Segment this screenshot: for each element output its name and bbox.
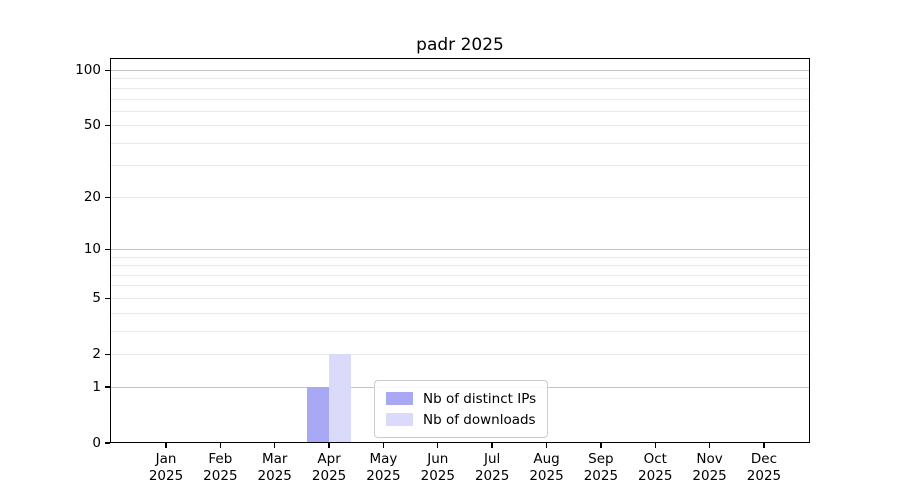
gridline-minor-4: [110, 312, 810, 314]
x-tick-label-apr: Apr 2025: [311, 451, 347, 484]
gridline-major-10: [110, 249, 810, 250]
y-tick-label-1: 1: [92, 378, 101, 395]
legend-item-distinct-ips: Nb of distinct IPs: [386, 388, 536, 409]
gridline-minor-20: [110, 196, 810, 198]
x-tick-label-oct: Oct 2025: [638, 451, 673, 484]
legend: Nb of distinct IPs Nb of downloads: [374, 380, 549, 438]
gridline-major-100: [110, 70, 810, 72]
bar-apr-downloads: [329, 354, 351, 443]
gridline-minor-80: [110, 87, 810, 89]
gridline-minor-70: [110, 98, 810, 100]
x-tick-label-nov: Nov 2025: [692, 451, 727, 484]
gridline-minor-60: [110, 110, 810, 112]
legend-item-downloads: Nb of downloads: [386, 409, 536, 430]
x-tick-may: [382, 443, 385, 448]
x-tick-jun: [437, 443, 439, 448]
x-tick-label-may: May 2025: [366, 451, 401, 484]
gridline-minor-6: [110, 285, 810, 287]
y-tick-100: [105, 69, 110, 72]
x-tick-aug: [545, 443, 548, 448]
y-tick-label-100: 100: [75, 62, 101, 79]
legend-label-distinct-ips: Nb of distinct IPs: [423, 390, 537, 407]
x-tick-nov: [708, 443, 711, 448]
y-tick-0: [105, 442, 110, 444]
gridline-minor-7: [110, 274, 810, 276]
y-tick-label-20: 20: [83, 188, 101, 205]
x-tick-label-jun: Jun 2025: [420, 451, 455, 484]
x-tick-label-sep: Sep 2025: [583, 451, 619, 484]
x-tick-oct: [654, 443, 656, 448]
gridline-minor-3: [110, 330, 810, 332]
gridline-minor-8: [110, 265, 810, 267]
x-tick-label-feb: Feb 2025: [203, 451, 238, 484]
x-tick-apr: [328, 443, 330, 448]
gridline-minor-9: [110, 256, 810, 258]
bar-apr-distinct-ips: [307, 387, 330, 443]
gridline-minor-2: [110, 353, 810, 355]
y-tick-20: [105, 196, 110, 198]
y-tick-label-5: 5: [92, 289, 101, 306]
gridline-minor-40: [110, 142, 810, 144]
plot-area: Nb of distinct IPs Nb of downloads: [110, 58, 810, 443]
chart-title: padr 2025: [416, 35, 504, 55]
y-tick-5: [105, 297, 110, 300]
y-tick-label-10: 10: [83, 240, 101, 257]
legend-swatch-downloads: [386, 413, 413, 426]
x-tick-label-aug: Aug 2025: [529, 451, 564, 484]
gridline-minor-5: [110, 297, 810, 299]
legend-label-downloads: Nb of downloads: [423, 411, 536, 428]
gridline-minor-90: [110, 78, 810, 80]
y-tick-50: [105, 124, 110, 127]
x-tick-jan: [165, 443, 167, 448]
gridline-minor-50: [110, 125, 810, 127]
y-tick-label-50: 50: [83, 117, 101, 134]
y-tick-1: [105, 386, 110, 388]
y-tick-label-0: 0: [92, 434, 101, 451]
x-tick-dec: [763, 443, 765, 448]
y-tick-10: [105, 248, 110, 251]
x-tick-feb: [219, 443, 222, 448]
x-tick-sep: [600, 443, 602, 448]
x-tick-label-jul: Jul 2025: [474, 451, 510, 484]
x-tick-label-dec: Dec 2025: [746, 451, 782, 484]
legend-swatch-distinct-ips: [386, 392, 413, 405]
x-tick-label-mar: Mar 2025: [257, 451, 292, 484]
x-tick-jul: [491, 443, 493, 448]
y-tick-label-2: 2: [92, 345, 101, 362]
x-tick-mar: [274, 443, 276, 448]
gridline-minor-30: [110, 165, 810, 167]
y-tick-2: [105, 353, 110, 356]
x-tick-label-jan: Jan 2025: [148, 451, 184, 484]
